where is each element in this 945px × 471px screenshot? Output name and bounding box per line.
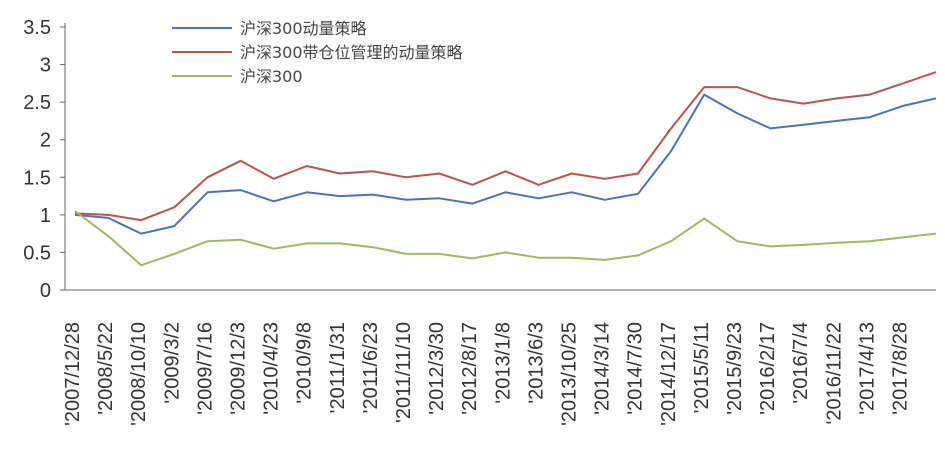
y-tick-label: 1 xyxy=(40,205,51,227)
x-tick-label: '2009/3/2 xyxy=(161,322,183,404)
x-tick-label: '2016/2/17 xyxy=(757,322,779,415)
y-tick-label: 2.5 xyxy=(23,92,51,114)
x-tick-label: '2008/10/10 xyxy=(128,322,150,426)
series-layer xyxy=(74,71,937,267)
y-tick-label: 2 xyxy=(40,130,51,152)
series-line-1 xyxy=(74,71,937,222)
x-tick-label: '2011/1/31 xyxy=(327,322,349,413)
x-tick-label: '2015/9/23 xyxy=(724,322,746,415)
x-tick-label: '2009/7/16 xyxy=(194,322,216,415)
x-tick-label: '2010/9/8 xyxy=(294,322,316,404)
x-tick-label: '2009/12/3 xyxy=(228,322,250,415)
x-tick-label: '2012/8/17 xyxy=(459,322,481,415)
y-tick-label: 1.5 xyxy=(23,167,51,189)
legend-label-2: 沪深300 xyxy=(240,67,303,86)
x-tick-label: '2015/5/11 xyxy=(691,322,713,413)
y-axis: 0 0.5 1 1.5 2 2.5 3 3.5 xyxy=(23,17,66,302)
x-tick-label: '2008/5/22 xyxy=(95,322,117,415)
x-tick-label: '2016/11/22 xyxy=(823,322,845,424)
x-tick-label: '2011/6/23 xyxy=(360,322,382,413)
x-tick-label: '2014/3/14 xyxy=(592,322,614,415)
y-tick-label: 3 xyxy=(40,55,51,77)
x-tick-label: '2007/12/28 xyxy=(62,322,84,426)
x-tick-label: '2013/1/8 xyxy=(492,322,514,404)
y-tick-label: 0 xyxy=(40,280,51,302)
x-tick-label: '2013/10/25 xyxy=(559,322,581,426)
x-tick-label: '2014/12/17 xyxy=(658,322,680,426)
x-tick-label: '2011/11/10 xyxy=(393,322,415,423)
series-line-0 xyxy=(74,93,937,235)
x-tick-label: '2010/4/23 xyxy=(261,322,283,415)
x-tick-label: '2013/6/3 xyxy=(525,322,547,404)
x-tick-label: '2012/3/30 xyxy=(426,322,448,415)
x-tick-label: '2016/7/4 xyxy=(790,322,812,404)
x-tick-label: '2014/7/30 xyxy=(625,322,647,415)
y-tick-label: 0.5 xyxy=(23,242,51,264)
y-tick-label: 3.5 xyxy=(23,17,51,39)
x-tick-label: '2017/8/28 xyxy=(890,322,912,415)
series-line-2 xyxy=(74,210,937,267)
legend-label-1: 沪深300带仓位管理的动量策略 xyxy=(240,43,463,62)
legend-label-0: 沪深300动量策略 xyxy=(240,19,367,38)
x-tick-label: '2017/4/13 xyxy=(856,322,878,415)
x-axis: '2007/12/28 '2008/5/22 '2008/10/10 '2009/3/… xyxy=(62,289,936,426)
